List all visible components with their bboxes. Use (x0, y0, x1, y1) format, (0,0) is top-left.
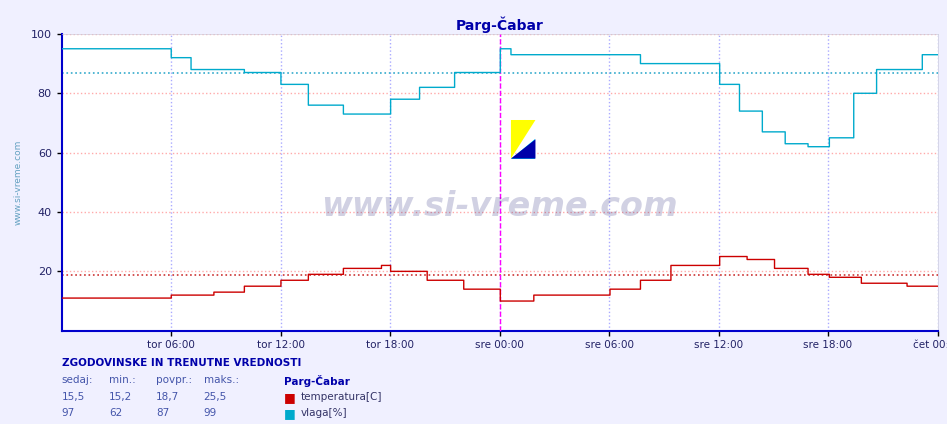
Polygon shape (511, 120, 535, 159)
Title: Parg-Čabar: Parg-Čabar (456, 16, 544, 33)
Text: ■: ■ (284, 391, 295, 404)
Text: temperatura[C]: temperatura[C] (301, 392, 383, 402)
Text: ZGODOVINSKE IN TRENUTNE VREDNOSTI: ZGODOVINSKE IN TRENUTNE VREDNOSTI (62, 358, 301, 368)
Text: 87: 87 (156, 408, 170, 418)
Text: maks.:: maks.: (204, 375, 239, 385)
Text: 18,7: 18,7 (156, 392, 180, 402)
Text: Parg-Čabar: Parg-Čabar (284, 375, 350, 387)
Text: 15,5: 15,5 (62, 392, 85, 402)
Text: vlaga[%]: vlaga[%] (301, 408, 348, 418)
Text: 97: 97 (62, 408, 75, 418)
Text: povpr.:: povpr.: (156, 375, 192, 385)
Polygon shape (511, 120, 535, 159)
Text: 62: 62 (109, 408, 122, 418)
Text: sedaj:: sedaj: (62, 375, 93, 385)
Text: 99: 99 (204, 408, 217, 418)
Text: www.si-vreme.com: www.si-vreme.com (13, 139, 23, 225)
Text: www.si-vreme.com: www.si-vreme.com (321, 190, 678, 223)
Text: min.:: min.: (109, 375, 135, 385)
Text: ■: ■ (284, 407, 295, 420)
Text: 15,2: 15,2 (109, 392, 133, 402)
Polygon shape (511, 139, 535, 159)
Text: 25,5: 25,5 (204, 392, 227, 402)
